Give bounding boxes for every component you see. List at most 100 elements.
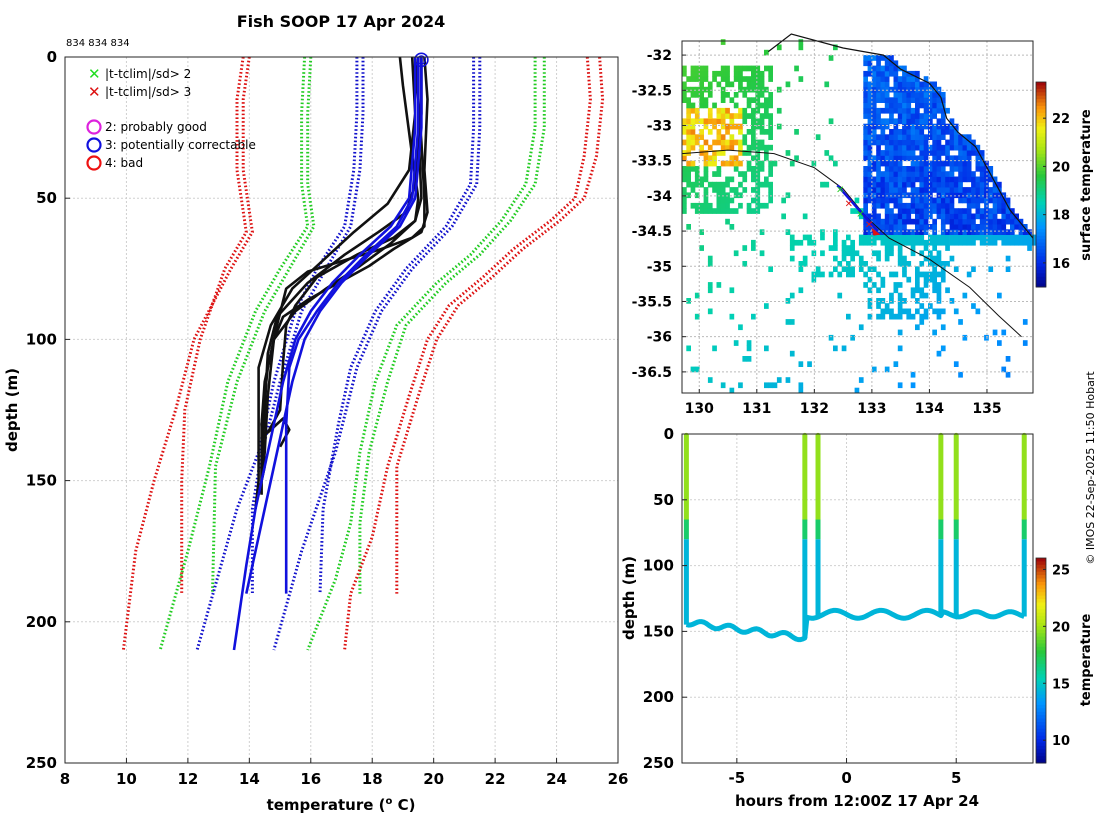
section-colorbar-swatch bbox=[1036, 687, 1046, 692]
map-sst-cell bbox=[738, 107, 743, 114]
map-overlay: ✕✕✕✕ bbox=[681, 33, 1034, 338]
map-sst-cell bbox=[768, 181, 773, 188]
map-sst-cell bbox=[738, 202, 743, 209]
map-sst-cell bbox=[798, 76, 804, 82]
map-colorbar-tick-label: 18 bbox=[1052, 209, 1070, 224]
map-sst-cell bbox=[751, 113, 756, 119]
legend-qc-label: 2: probably good bbox=[105, 120, 207, 134]
map-sst-cell bbox=[712, 345, 717, 352]
map-sst-cell bbox=[880, 218, 886, 225]
map-sst-cell bbox=[893, 123, 899, 130]
map-sst-cell bbox=[936, 107, 942, 114]
map-sst-cell bbox=[928, 192, 933, 199]
profile-y-tick-label: 150 bbox=[26, 472, 57, 490]
map-sst-cell bbox=[867, 166, 873, 172]
map-sst-cell bbox=[966, 213, 972, 220]
map-colorbar-swatch bbox=[1036, 269, 1046, 274]
map-sst-cell bbox=[716, 118, 722, 125]
map-sst-cell bbox=[785, 319, 791, 325]
legend-x-icon: ✕ bbox=[88, 65, 101, 83]
map-sst-cell bbox=[884, 118, 890, 125]
map-sst-cell bbox=[940, 107, 946, 114]
map-sst-cell bbox=[759, 92, 765, 98]
map-sst-cell bbox=[755, 197, 761, 204]
map-sst-cell bbox=[755, 192, 761, 199]
map-colorbar-tick-label: 22 bbox=[1052, 112, 1070, 127]
map-sst-cell bbox=[841, 345, 847, 352]
map-sst-cell bbox=[884, 150, 890, 156]
map-sst-cell bbox=[936, 97, 942, 103]
map-sst-cell bbox=[789, 234, 795, 241]
map-sst-cell bbox=[884, 229, 890, 235]
map-sst-cell bbox=[755, 166, 761, 172]
map-sst-cell bbox=[764, 176, 769, 183]
map-sst-cell bbox=[1014, 224, 1019, 230]
map-colorbar-tick-label: 20 bbox=[1052, 160, 1070, 175]
map-sst-cell bbox=[940, 192, 946, 199]
map-sst-cell bbox=[785, 192, 791, 199]
map-sst-cell bbox=[910, 86, 916, 93]
map-sst-cell bbox=[945, 213, 950, 220]
map-sst-cell bbox=[867, 155, 873, 162]
map-sst-cell bbox=[940, 176, 946, 183]
map-sst-cell bbox=[785, 81, 791, 88]
map-sst-cell bbox=[755, 171, 761, 177]
map-sst-cell bbox=[828, 271, 834, 278]
section-colorbar-swatch bbox=[1036, 585, 1046, 590]
map-sst-cell bbox=[884, 181, 890, 188]
map-sst-cell bbox=[893, 271, 899, 278]
map-sst-cell bbox=[936, 144, 942, 151]
map-sst-cell bbox=[889, 271, 894, 278]
map-sst-cell bbox=[733, 102, 739, 109]
map-sst-cell bbox=[928, 166, 933, 172]
map-sst-cell bbox=[858, 261, 864, 267]
map-sst-cell bbox=[738, 129, 743, 135]
map-axes-box bbox=[681, 40, 1034, 394]
map-colorbar-label: surface temperature bbox=[1079, 109, 1094, 261]
map-sst-cell bbox=[759, 202, 765, 209]
map-sst-cell bbox=[889, 292, 894, 299]
map-sst-cell bbox=[1005, 218, 1011, 225]
map-sst-cell bbox=[820, 271, 825, 278]
map-sst-cell bbox=[759, 129, 765, 135]
map-sst-cell bbox=[923, 102, 929, 109]
profile-series-line-clim-2sd-low-b bbox=[211, 56, 316, 594]
section-colorbar-swatch bbox=[1036, 595, 1046, 600]
map-sst-cell bbox=[720, 123, 726, 130]
map-sst-cell bbox=[889, 197, 894, 204]
map-sst-cell bbox=[919, 86, 925, 93]
map-sst-cell bbox=[889, 171, 894, 177]
map-sst-cell bbox=[928, 150, 933, 156]
map-sst-cell bbox=[833, 160, 838, 167]
section-colorbar-swatch bbox=[1036, 633, 1046, 638]
profile-series bbox=[121, 52, 605, 651]
map-sst-cell bbox=[738, 171, 743, 177]
map-sst-cell bbox=[958, 197, 963, 204]
map-sst-cell bbox=[945, 160, 950, 167]
map-sst-cell bbox=[910, 239, 916, 246]
map-sst-cell bbox=[833, 234, 838, 241]
map-flag-x-icon: ✕ bbox=[856, 209, 864, 220]
section-y-tick-label: 200 bbox=[643, 688, 674, 706]
map-sst-cell bbox=[863, 102, 868, 109]
map-sst-cell bbox=[945, 234, 950, 241]
map-sst-cell bbox=[694, 208, 700, 214]
map-sst-cell bbox=[971, 202, 976, 209]
map-sst-cell bbox=[863, 81, 868, 88]
map-sst-cell bbox=[880, 181, 886, 188]
map-colorbar-swatch bbox=[1036, 187, 1046, 192]
map-colorbar-swatch bbox=[1036, 82, 1046, 86]
map-sst-cell bbox=[694, 76, 700, 82]
map-sst-cell bbox=[686, 181, 691, 188]
map-colorbar-swatch bbox=[1036, 201, 1046, 206]
map-sst-cell bbox=[975, 187, 981, 193]
map-sst-cell bbox=[979, 229, 985, 235]
map-sst-cell bbox=[1014, 239, 1019, 246]
map-sst-cell bbox=[746, 356, 752, 362]
map-sst-cell bbox=[889, 150, 894, 156]
map-sst-cell bbox=[889, 139, 894, 146]
map-sst-cell bbox=[751, 134, 756, 140]
map-sst-cell bbox=[690, 202, 696, 209]
map-sst-cell bbox=[789, 350, 795, 357]
map-sst-cell bbox=[725, 107, 730, 114]
